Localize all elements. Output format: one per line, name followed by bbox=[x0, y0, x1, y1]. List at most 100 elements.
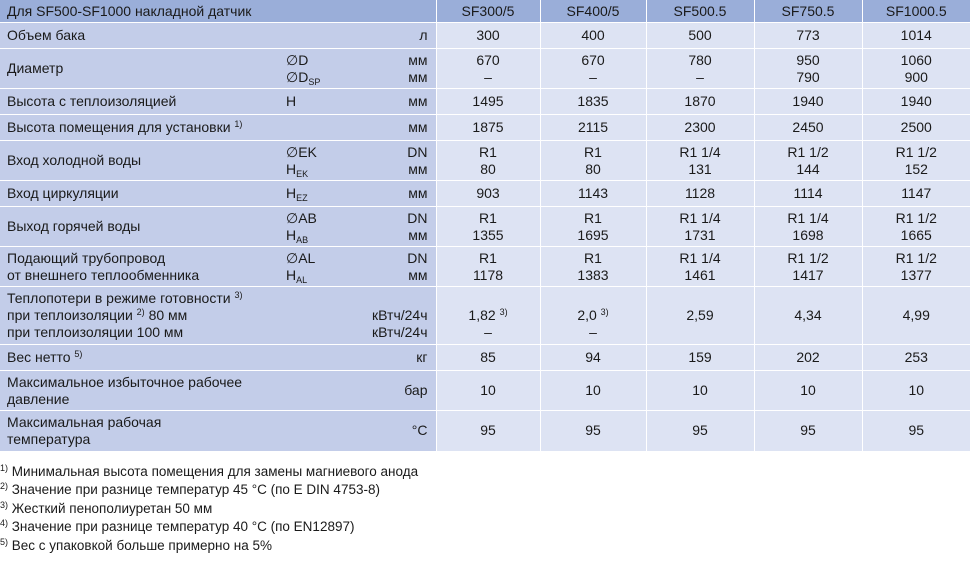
table-row: Подающий трубопровод от внешнего теплообм… bbox=[0, 246, 970, 287]
footnote: 5) Вес с упаковкой больше примерно на 5% bbox=[0, 536, 272, 553]
row-symbol: ∅EK HEK bbox=[286, 140, 354, 181]
table-cell: 202 bbox=[753, 344, 862, 371]
table-row: Вход циркуляции HEZ мм 903 1143 1128 111… bbox=[0, 180, 970, 207]
table-title: Для SF500-SF1000 накладной датчик bbox=[0, 0, 436, 23]
row-label: Высота с теплоизоляцией bbox=[0, 88, 286, 115]
table-cell: 1128 bbox=[645, 180, 754, 207]
row-unit: кг bbox=[354, 344, 436, 371]
table-cell: 1940 bbox=[753, 88, 862, 115]
table-cell: R1 80 bbox=[539, 140, 646, 181]
row-label: Максимальное избыточное рабочее давление bbox=[0, 370, 354, 411]
footnotes: 1) Минимальная высота помещения для заме… bbox=[0, 463, 970, 556]
row-unit: мм bbox=[354, 180, 436, 207]
table-cell: 903 bbox=[435, 180, 540, 207]
table-cell: 2115 bbox=[539, 114, 646, 141]
table-cell: 300 bbox=[435, 22, 540, 49]
table-cell: R1 1/2 144 bbox=[753, 140, 862, 181]
table-cell: 500 bbox=[645, 22, 754, 49]
model-header: SF300/5 bbox=[435, 0, 540, 23]
row-symbol: ∅D ∅DSP bbox=[286, 48, 354, 89]
table-cell: 1870 bbox=[645, 88, 754, 115]
table-cell: 94 bbox=[539, 344, 646, 371]
table-cell: 670– bbox=[435, 48, 540, 89]
row-unit: DN мм bbox=[354, 206, 436, 247]
table-cell: R1 1695 bbox=[539, 206, 646, 247]
table-cell: 1495 bbox=[435, 88, 540, 115]
row-symbol: H bbox=[286, 88, 354, 115]
spec-table: Для SF500-SF1000 накладной датчик SF300/… bbox=[0, 0, 970, 451]
table-cell: 2,59 bbox=[645, 286, 754, 345]
table-cell: 10 bbox=[539, 370, 646, 411]
table-cell: 4,34 bbox=[753, 286, 862, 345]
table-cell: R1 1/4 1461 bbox=[645, 246, 754, 287]
table-row: Выход горячей воды ∅AB HAB DN мм R1 1355 R… bbox=[0, 206, 970, 247]
model-header: SF400/5 bbox=[539, 0, 646, 23]
row-label: Вход холодной воды bbox=[0, 140, 286, 181]
row-symbol: ∅AB HAB bbox=[286, 206, 354, 247]
row-label: Подающий трубопровод от внешнего теплообм… bbox=[0, 246, 286, 287]
table-row: Высота помещения для установки 1) мм 187… bbox=[0, 114, 970, 141]
row-unit: мм bbox=[354, 88, 436, 115]
row-label: Вес нетто 5) bbox=[0, 344, 354, 371]
table-cell: 95 bbox=[645, 410, 754, 451]
table-cell: R1 1178 bbox=[435, 246, 540, 287]
table-cell: R1 1/2 1665 bbox=[861, 206, 970, 247]
footnote: 4) Значение при разнице температур 40 °C… bbox=[0, 518, 355, 535]
table-cell: 10 bbox=[861, 370, 970, 411]
row-unit: кВтч/24ч кВтч/24ч bbox=[354, 286, 436, 345]
table-cell: 1143 bbox=[539, 180, 646, 207]
table-cell: 1835 bbox=[539, 88, 646, 115]
row-unit: DN мм bbox=[354, 140, 436, 181]
table-cell: 95 bbox=[435, 410, 540, 451]
row-label: Теплопотери в режиме готовности 3) при т… bbox=[0, 286, 354, 345]
table-cell: R1 1/2 1377 bbox=[861, 246, 970, 287]
footnote: 3) Жесткий пенополиуретан 50 мм bbox=[0, 499, 213, 516]
table-row: Объем бака л 300 400 500 773 1014 bbox=[0, 22, 970, 49]
row-label: Объем бака bbox=[0, 22, 286, 49]
table-cell: 1060 900 bbox=[861, 48, 970, 89]
table-cell: 950 790 bbox=[753, 48, 862, 89]
footnote-ref: 1) bbox=[234, 119, 243, 129]
table-cell: 10 bbox=[435, 370, 540, 411]
table-cell: 780– bbox=[645, 48, 754, 89]
row-label: Высота помещения для установки 1) bbox=[0, 114, 354, 141]
table-cell: 670– bbox=[539, 48, 646, 89]
footnote: 1) Минимальная высота помещения для заме… bbox=[0, 462, 419, 479]
row-label: Выход горячей воды bbox=[0, 206, 286, 247]
row-unit: л bbox=[354, 22, 436, 49]
footnote-ref: 3) bbox=[234, 290, 243, 300]
table-cell: 95 bbox=[539, 410, 646, 451]
table-cell: 773 bbox=[753, 22, 862, 49]
table-cell: 10 bbox=[645, 370, 754, 411]
table-row: Теплопотери в режиме готовности 3) при т… bbox=[0, 286, 970, 345]
table-row: Высота с теплоизоляцией H мм 1495 1835 1… bbox=[0, 88, 970, 115]
table-cell: R1 1/4 1731 bbox=[645, 206, 754, 247]
row-label: Вход циркуляции bbox=[0, 180, 286, 207]
table-row: Вход холодной воды ∅EK HEK DN мм R1 80 R1 8… bbox=[0, 140, 970, 181]
table-cell: R1 1/2 1417 bbox=[753, 246, 862, 287]
row-unit: мм bbox=[354, 114, 436, 141]
row-label: Максимальная рабочая температура bbox=[0, 410, 354, 451]
footnote-ref: 2) bbox=[136, 307, 145, 317]
table-cell: R1 1/4 131 bbox=[645, 140, 754, 181]
row-unit: DN мм bbox=[354, 246, 436, 287]
row-symbol: ∅AL HAL bbox=[286, 246, 354, 287]
table-cell: 2300 bbox=[645, 114, 754, 141]
model-header: SF500.5 bbox=[645, 0, 754, 23]
row-unit: мм мм bbox=[354, 48, 436, 89]
table-cell: 85 bbox=[435, 344, 540, 371]
table-cell: R1 1/2 152 bbox=[861, 140, 970, 181]
table-cell: 253 bbox=[861, 344, 970, 371]
table-cell: 2,0 3) – bbox=[539, 286, 646, 345]
table-row: Вес нетто 5) кг 85 94 159 202 253 bbox=[0, 344, 970, 371]
table-row: Максимальное избыточное рабочее давление … bbox=[0, 370, 970, 411]
table-cell: 1940 bbox=[861, 88, 970, 115]
model-header: SF1000.5 bbox=[861, 0, 970, 23]
table-row: Максимальная рабочая температура °C 95 95… bbox=[0, 410, 970, 451]
table-cell: 1,82 3) – bbox=[435, 286, 540, 345]
table-row: Диаметр ∅D ∅DSP мм мм 670– 670– 780– 950 7… bbox=[0, 48, 970, 89]
row-label: Диаметр bbox=[0, 48, 286, 89]
table-cell: R1 1/4 1698 bbox=[753, 206, 862, 247]
table-cell: 95 bbox=[753, 410, 862, 451]
table-cell: 2500 bbox=[861, 114, 970, 141]
